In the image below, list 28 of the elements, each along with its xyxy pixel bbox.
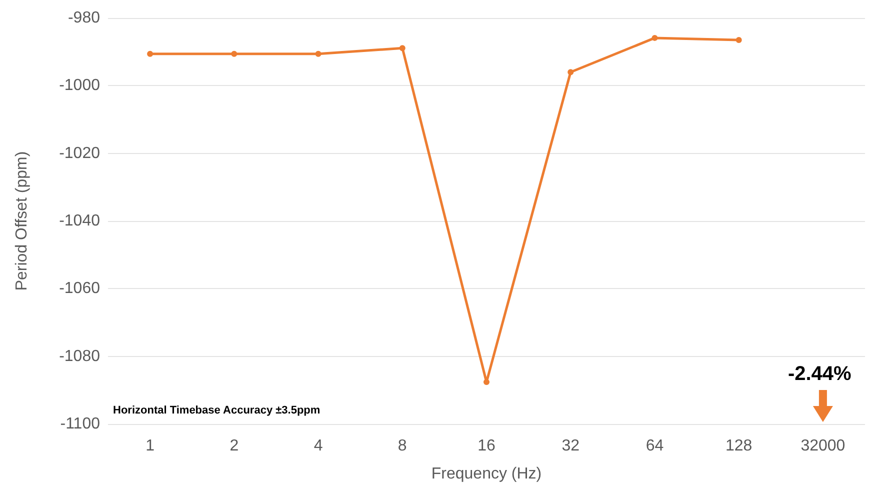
- point: [568, 69, 574, 76]
- x-axis-title: Frequency (Hz): [431, 466, 542, 482]
- point: [736, 36, 742, 43]
- y-tick-label: -1100: [60, 416, 100, 432]
- y-tick-label: -1040: [59, 212, 100, 230]
- y-tick-label: -1080: [59, 348, 100, 365]
- point: [399, 45, 406, 52]
- point: [484, 379, 490, 386]
- x-tick-label: 64: [646, 438, 664, 454]
- x-tick-label: 16: [478, 438, 496, 454]
- y-tick-label: -1060: [59, 280, 100, 298]
- y-tick-label: -1020: [59, 144, 100, 162]
- x-tick-label: 2: [230, 438, 239, 454]
- point: [652, 34, 658, 41]
- x-tick-label: 8: [398, 438, 407, 454]
- annotation: Horizontal Timebase Accuracy ±3.5ppm: [113, 404, 320, 416]
- x-tick-label: 32000: [800, 438, 846, 454]
- y-axis-title: Period Offset (ppm): [14, 151, 30, 291]
- y-tick-label: -980: [68, 10, 100, 26]
- point: [147, 50, 154, 57]
- x-tick-label: 1: [146, 438, 155, 454]
- x-tick-label: 128: [725, 438, 752, 454]
- y-tick-label: -1000: [59, 77, 100, 94]
- point: [231, 50, 238, 57]
- annotation: -2.44%: [788, 363, 852, 385]
- point: [315, 50, 322, 57]
- x-tick-label: 4: [314, 438, 323, 454]
- x-tick-label: 32: [562, 438, 580, 454]
